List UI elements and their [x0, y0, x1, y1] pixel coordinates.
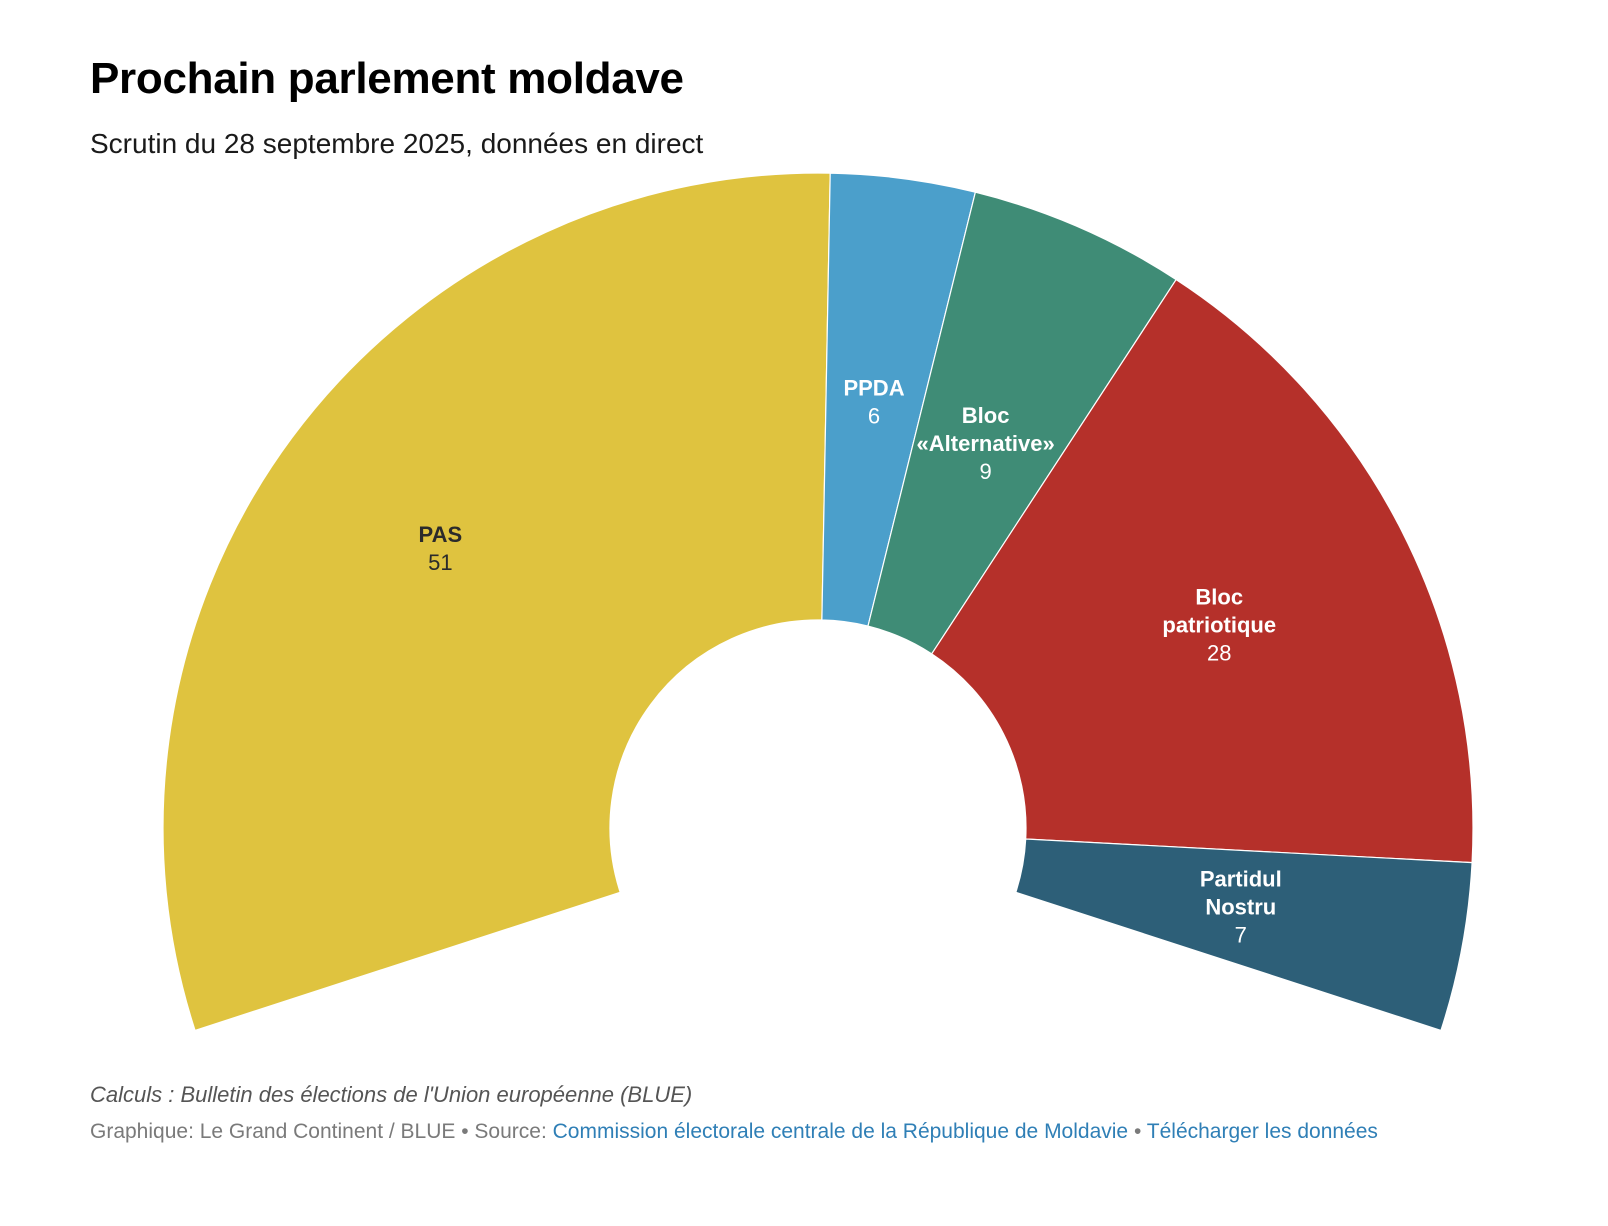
segment-name-label: PPDA: [843, 376, 904, 401]
download-data-link[interactable]: Télécharger les données: [1146, 1120, 1378, 1143]
source-link[interactable]: Commission électorale centrale de la Rép…: [552, 1120, 1129, 1143]
segment-name-label: Nostru: [1205, 894, 1276, 919]
segment-name-label: patriotique: [1162, 612, 1276, 637]
segment-name-label: PAS: [419, 522, 463, 547]
segment-labels: PAS 51 PPDA 6 Bloc «Alternative» 9 Bloc patrioti…: [419, 376, 1282, 948]
methodology-note: Calculs : Bulletin des élections de l'Un…: [90, 1082, 693, 1107]
credits-prefix: Graphique: Le Grand Continent / BLUE • S…: [90, 1120, 553, 1143]
segment-value-label: 7: [1235, 922, 1247, 947]
parliament-chart: PAS 51 PPDA 6 Bloc «Alternative» 9 Bloc patrioti…: [162, 172, 1474, 1032]
credits-separator: •: [1128, 1120, 1147, 1143]
segment-value-label: 9: [980, 459, 992, 484]
segment-pas[interactable]: [162, 172, 831, 1032]
segment-value-label: 6: [868, 404, 880, 429]
seat-segments: [162, 172, 1474, 1032]
chart-subtitle: Scrutin du 28 septembre 2025, données en…: [90, 128, 704, 159]
segment-name-label: «Alternative»: [917, 431, 1055, 456]
segment-name-label: Partidul: [1200, 866, 1282, 891]
segment-value-label: 28: [1207, 640, 1231, 665]
segment-partidul-nostru[interactable]: [1015, 838, 1473, 1032]
segment-name-label: Bloc: [962, 403, 1010, 428]
segment-name-label: Bloc: [1195, 584, 1243, 609]
segment-value-label: 51: [428, 550, 452, 575]
segment-bloc-alternative[interactable]: [867, 191, 1177, 655]
segment-bloc-patriotique[interactable]: [930, 278, 1474, 864]
credits-line: Graphique: Le Grand Continent / BLUE • S…: [90, 1120, 1378, 1144]
chart-title: Prochain parlement moldave: [90, 54, 684, 103]
